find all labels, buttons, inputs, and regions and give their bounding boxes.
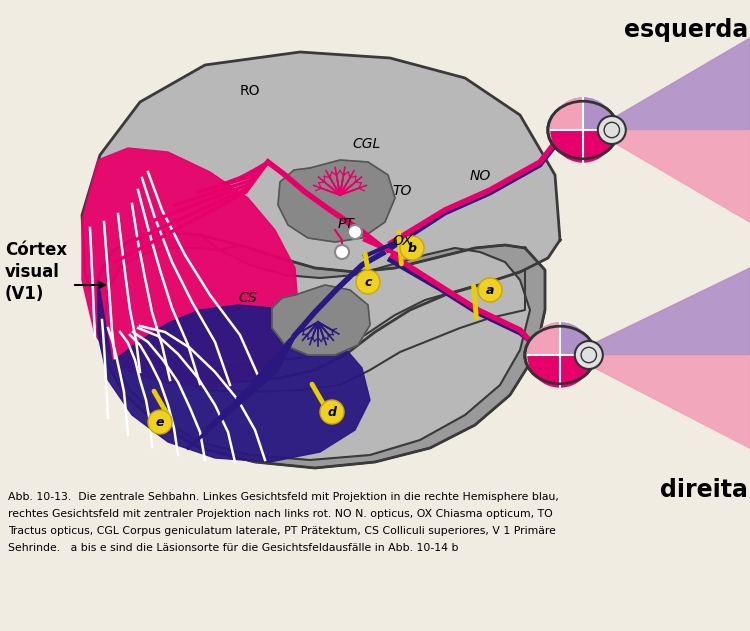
Wedge shape (528, 323, 560, 355)
Wedge shape (560, 323, 592, 355)
Polygon shape (95, 232, 545, 468)
Polygon shape (95, 232, 545, 468)
Text: d: d (328, 406, 337, 418)
Circle shape (478, 278, 502, 302)
Polygon shape (82, 148, 298, 388)
Text: CS: CS (238, 291, 256, 305)
Wedge shape (551, 98, 583, 130)
Wedge shape (551, 130, 615, 162)
Ellipse shape (548, 101, 618, 159)
Circle shape (320, 400, 344, 424)
Wedge shape (528, 323, 592, 355)
Text: rechtes Gesichtsfeld mit zentraler Projektion nach links rot. NO N. opticus, OX : rechtes Gesichtsfeld mit zentraler Proje… (8, 509, 553, 519)
Polygon shape (185, 270, 525, 392)
Wedge shape (551, 98, 615, 130)
Text: e: e (156, 415, 164, 428)
Polygon shape (593, 130, 750, 222)
Text: CGL: CGL (352, 137, 380, 151)
Circle shape (356, 270, 380, 294)
Circle shape (574, 341, 603, 369)
Text: Sehrinde.   a bis e sind die Läsionsorte für die Gesichtsfeldausfälle in Abb. 10: Sehrinde. a bis e sind die Läsionsorte f… (8, 543, 458, 553)
Text: a: a (486, 283, 494, 297)
Circle shape (348, 225, 362, 239)
Text: esquerda: esquerda (624, 18, 748, 42)
Ellipse shape (525, 326, 596, 384)
Text: Tractus opticus, CGL Corpus geniculatum laterale, PT Prätektum, CS Colliculi sup: Tractus opticus, CGL Corpus geniculatum … (8, 526, 556, 536)
Circle shape (335, 245, 349, 259)
Text: Córtex
visual
(V1): Córtex visual (V1) (5, 241, 68, 304)
Wedge shape (528, 355, 592, 387)
Text: c: c (364, 276, 372, 288)
Circle shape (400, 236, 424, 260)
Text: Abb. 10-13.  Die zentrale Sehbahn. Linkes Gesichtsfeld mit Projektion in die rec: Abb. 10-13. Die zentrale Sehbahn. Linkes… (8, 492, 559, 502)
Polygon shape (98, 280, 370, 462)
Text: OX: OX (392, 234, 412, 248)
Text: PT: PT (338, 217, 355, 231)
Polygon shape (278, 160, 395, 242)
Polygon shape (593, 38, 750, 130)
Text: NO: NO (470, 169, 491, 183)
Circle shape (148, 410, 172, 434)
Wedge shape (583, 98, 615, 130)
Text: TO: TO (392, 184, 411, 198)
Polygon shape (82, 52, 560, 382)
Text: direita: direita (660, 478, 748, 502)
Polygon shape (272, 285, 370, 355)
Polygon shape (570, 355, 750, 448)
Polygon shape (570, 268, 750, 355)
Text: RO: RO (240, 84, 260, 98)
Circle shape (598, 116, 626, 144)
Text: b: b (407, 242, 416, 254)
